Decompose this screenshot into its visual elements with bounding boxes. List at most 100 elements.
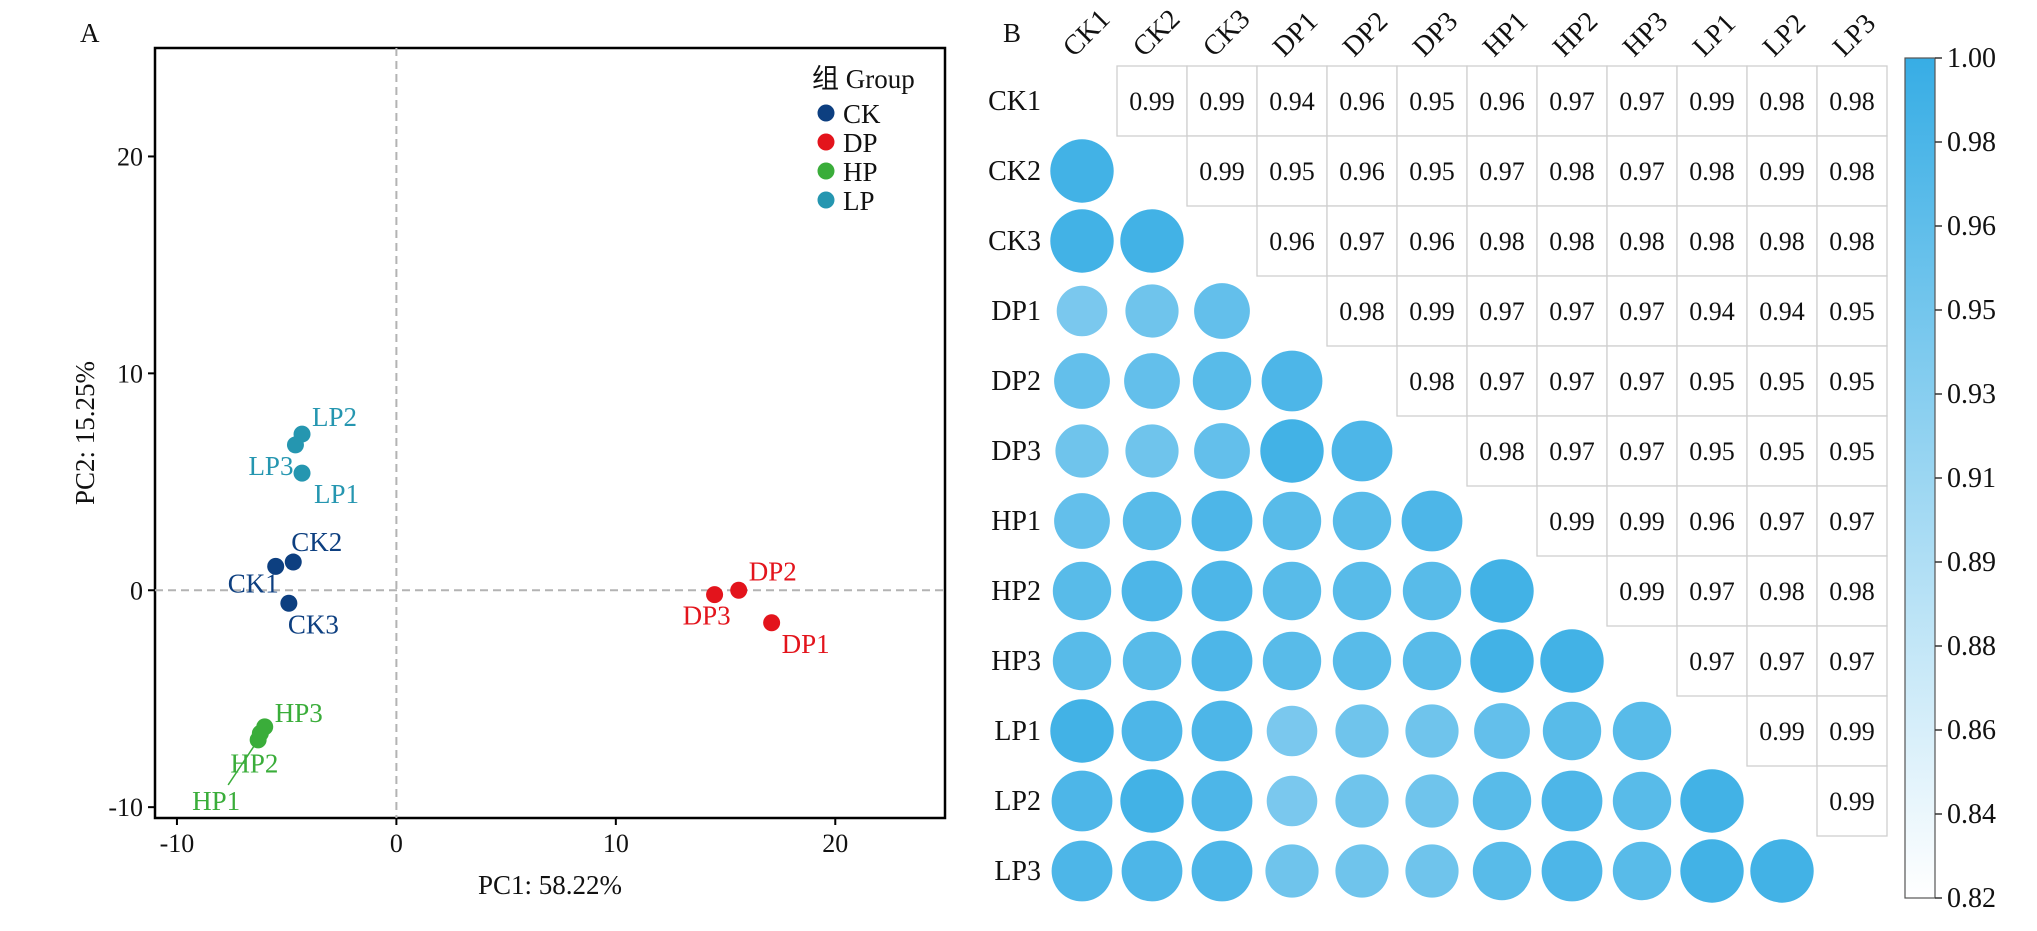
point-hp3 <box>256 718 274 736</box>
cell-value: 0.98 <box>1759 87 1805 116</box>
circle-hp2-ck1 <box>1052 561 1112 621</box>
cell-ck2-lp3 <box>1816 135 1888 207</box>
circle-hp1-ck2 <box>1122 491 1182 551</box>
circle-lp1-ck2 <box>1121 700 1183 762</box>
cell-value: 0.97 <box>1549 297 1595 326</box>
cell-value: 0.97 <box>1619 297 1665 326</box>
cell-value: 0.99 <box>1409 297 1455 326</box>
cell-value: 0.96 <box>1479 87 1525 116</box>
cell-value: 0.99 <box>1129 87 1175 116</box>
cell-ck3-dp2 <box>1326 205 1398 277</box>
circle-hp2-hp1 <box>1470 559 1534 623</box>
circle-dp1-ck3 <box>1194 283 1250 339</box>
cell-value: 0.94 <box>1689 297 1735 326</box>
legend-swatch-ck <box>817 104 835 122</box>
cell-dp2-hp3 <box>1606 345 1678 417</box>
circle-hp3-hp1 <box>1470 629 1534 693</box>
cell-value: 0.97 <box>1339 227 1385 256</box>
point-label-dp3: DP3 <box>683 601 731 631</box>
cell-ck1-hp1 <box>1466 65 1538 137</box>
cell-value: 0.98 <box>1339 297 1385 326</box>
cell-dp2-lp1 <box>1676 345 1748 417</box>
cell-value: 0.97 <box>1689 577 1735 606</box>
circle-hp1-dp3 <box>1401 490 1463 552</box>
point-ck3 <box>280 594 298 612</box>
row-label-ck2: CK2 <box>988 156 1041 187</box>
circle-hp1-ck3 <box>1191 490 1253 552</box>
circle-hp1-dp2 <box>1332 491 1392 551</box>
cell-ck1-dp2 <box>1326 65 1398 137</box>
colorbar-tick-label: 0.86 <box>1947 715 1996 746</box>
point-label-dp2: DP2 <box>749 556 797 586</box>
legend-swatch-lp <box>817 191 835 209</box>
cell-ck2-dp1 <box>1256 135 1328 207</box>
cell-hp2-lp3 <box>1816 555 1888 627</box>
circle-hp3-ck3 <box>1191 630 1253 692</box>
cell-value: 0.95 <box>1759 437 1805 466</box>
legend-swatch-hp <box>817 162 835 180</box>
cell-value: 0.97 <box>1689 647 1735 676</box>
circle-lp3-lp1 <box>1680 839 1744 903</box>
cell-hp1-lp3 <box>1816 485 1888 557</box>
cell-value: 0.97 <box>1479 157 1525 186</box>
cell-value: 0.98 <box>1689 157 1735 186</box>
col-label-hp3: HP3 <box>1617 6 1674 63</box>
circle-ck2-ck1 <box>1050 139 1114 203</box>
legend-title: 组 Group <box>812 64 915 94</box>
circle-ck3-ck2 <box>1120 209 1184 273</box>
point-dp3 <box>706 586 724 604</box>
circle-dp2-ck2 <box>1124 353 1180 409</box>
cell-value: 0.99 <box>1689 87 1735 116</box>
cell-value: 0.95 <box>1409 87 1455 116</box>
cell-value: 0.96 <box>1409 227 1455 256</box>
colorbar-tick-label: 0.95 <box>1947 295 1996 326</box>
cell-value: 0.97 <box>1759 507 1805 536</box>
cell-value: 0.97 <box>1829 507 1875 536</box>
colorbar-tick-label: 0.93 <box>1947 379 1996 410</box>
plot-frame <box>153 46 947 820</box>
cell-value: 0.96 <box>1689 507 1735 536</box>
cell-lp1-lp2 <box>1746 695 1818 767</box>
circle-lp3-dp1 <box>1265 844 1319 898</box>
cell-value: 0.95 <box>1689 367 1735 396</box>
circle-dp3-ck3 <box>1194 423 1250 479</box>
x-tick-label: 0 <box>390 829 403 858</box>
cell-ck2-dp3 <box>1396 135 1468 207</box>
colorbar-tick-label: 0.82 <box>1947 883 1996 914</box>
point-label-ck3: CK3 <box>288 609 339 639</box>
cell-hp2-lp1 <box>1676 555 1748 627</box>
colorbar-gradient <box>1904 57 1936 899</box>
x-axis-label: PC1: 58.22% <box>478 870 622 900</box>
legend-label-hp: HP <box>843 157 878 187</box>
point-label-ck2: CK2 <box>291 527 342 557</box>
cell-value: 0.94 <box>1269 87 1315 116</box>
circle-dp3-dp2 <box>1331 420 1393 482</box>
cell-value: 0.98 <box>1689 227 1735 256</box>
legend-label-ck: CK <box>843 99 881 129</box>
leader-line-hp1 <box>227 739 259 786</box>
cell-ck3-lp3 <box>1816 205 1888 277</box>
cell-value: 0.98 <box>1409 367 1455 396</box>
circle-dp3-ck1 <box>1055 424 1109 478</box>
cell-value: 0.97 <box>1549 87 1595 116</box>
cell-value: 0.98 <box>1829 577 1875 606</box>
point-dp2 <box>730 581 748 599</box>
circle-dp2-ck3 <box>1192 351 1252 411</box>
cell-value: 0.96 <box>1339 87 1385 116</box>
x-tick-label: 10 <box>603 829 629 858</box>
cell-value: 0.97 <box>1759 647 1805 676</box>
circle-lp3-dp2 <box>1335 844 1389 898</box>
circle-lp3-ck3 <box>1191 840 1253 902</box>
cell-ck2-hp2 <box>1536 135 1608 207</box>
cell-value: 0.97 <box>1619 157 1665 186</box>
circle-hp3-dp2 <box>1332 631 1392 691</box>
circle-hp2-dp1 <box>1262 561 1322 621</box>
cell-value: 0.99 <box>1829 787 1875 816</box>
circle-lp3-lp2 <box>1750 839 1814 903</box>
cell-ck3-dp3 <box>1396 205 1468 277</box>
point-dp1 <box>763 614 781 632</box>
row-label-lp3: LP3 <box>994 856 1041 887</box>
circle-lp1-dp1 <box>1266 705 1318 757</box>
cell-value: 0.95 <box>1409 157 1455 186</box>
